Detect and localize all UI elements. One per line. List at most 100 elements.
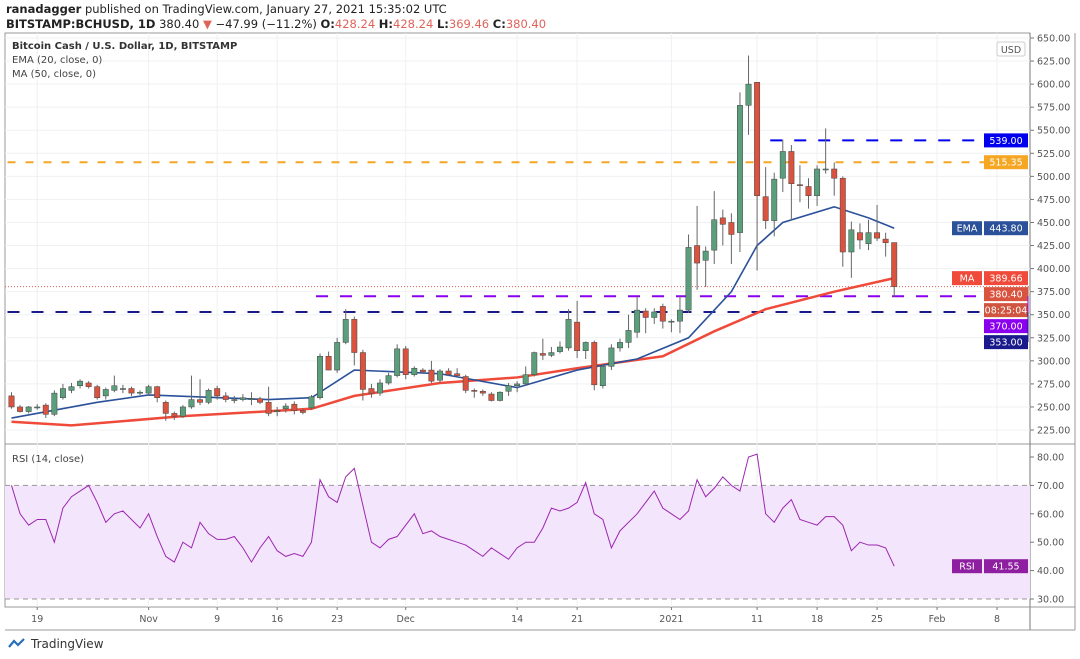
last-price-tag: 380.40 <box>989 290 1022 301</box>
brand-name: TradingView <box>31 637 104 651</box>
candle-body <box>214 388 221 397</box>
candle-body <box>402 348 409 375</box>
candle <box>497 391 503 402</box>
candle-body <box>617 342 623 349</box>
candle <box>548 347 555 358</box>
candle-body <box>522 374 529 385</box>
ma-50-line <box>11 276 895 427</box>
ma-value-tag-bg <box>984 271 1028 286</box>
ma-value-tag: 389.66 <box>989 274 1022 285</box>
candle-body <box>77 380 84 386</box>
candle <box>385 372 392 385</box>
candle <box>162 400 169 421</box>
candle <box>677 296 683 334</box>
candle-body <box>239 397 246 400</box>
candle-body <box>419 369 426 373</box>
candle <box>651 308 658 324</box>
low-value: 369.46 <box>448 17 490 31</box>
candle-body <box>351 319 358 353</box>
candle <box>188 375 195 409</box>
candle-body <box>394 348 401 376</box>
y-tick-label: 650.00 <box>1037 34 1070 45</box>
author-name[interactable]: ranadagger <box>6 2 82 16</box>
footer: TradingView <box>8 637 104 651</box>
candle <box>719 209 726 246</box>
legend-ema[interactable]: EMA (20, close, 0) <box>12 55 103 66</box>
candle-body <box>8 395 15 408</box>
low-label: L: <box>436 17 449 31</box>
x-tick-label: Nov <box>139 614 158 625</box>
y-tick-label: 250.00 <box>1037 402 1070 413</box>
candle-body <box>814 168 821 196</box>
candle-body <box>557 346 563 352</box>
y-tick-label: 625.00 <box>1037 57 1070 68</box>
candle-body <box>505 385 512 392</box>
candle <box>522 366 529 386</box>
ema-value-tag-bg <box>984 221 1028 236</box>
x-tick-label: Dec <box>397 614 415 625</box>
candle <box>94 384 101 400</box>
candle-body <box>334 342 341 371</box>
candle <box>814 165 821 206</box>
x-tick-label: 11 <box>751 614 763 625</box>
candle <box>711 191 718 264</box>
candle <box>574 300 581 359</box>
publish-info: ranadagger published on TradingView.com,… <box>6 2 447 16</box>
candle-body <box>702 250 709 261</box>
candle-body <box>462 376 469 391</box>
tradingview-logo-icon <box>8 638 25 648</box>
x-tick-label: 16 <box>271 614 283 625</box>
published-text: published on TradingView.com, January 27… <box>84 2 447 16</box>
candle <box>557 341 563 354</box>
candle <box>111 375 118 393</box>
candle-body <box>265 402 272 414</box>
candle-body <box>154 386 161 398</box>
candle-body <box>17 406 24 412</box>
candle <box>617 338 623 352</box>
rsi-value-tag-bg <box>984 559 1028 574</box>
candle <box>591 340 598 391</box>
candle <box>728 213 735 264</box>
candle-body <box>445 370 452 375</box>
y-tick-label: 600.00 <box>1037 80 1070 91</box>
price-change: −47.99 (−11.2%) <box>215 17 317 31</box>
candle <box>299 408 306 415</box>
candle <box>565 309 572 351</box>
candle-body <box>822 168 829 171</box>
candle-body <box>599 366 606 386</box>
candle <box>248 392 255 406</box>
candle-body <box>548 352 555 356</box>
level-tag-bg <box>984 319 1028 334</box>
candle-body <box>651 311 658 318</box>
rsi-y-tick-label: 80.00 <box>1037 453 1064 464</box>
rsi-y-tick-label: 70.00 <box>1037 481 1064 492</box>
candle-body <box>68 386 75 391</box>
candle-body <box>317 355 323 398</box>
candle-body <box>514 383 521 386</box>
candle <box>214 385 221 400</box>
legend-ma[interactable]: MA (50, close, 0) <box>12 69 97 80</box>
candle-body <box>591 342 598 386</box>
candle-body <box>694 245 701 264</box>
candle <box>231 395 238 404</box>
legend-rsi[interactable]: RSI (14, close) <box>12 454 85 465</box>
candle <box>437 369 443 383</box>
symbol-info: BITSTAMP:BCHUSD, 1D 380.40 ▼ −47.99 (−11… <box>6 17 546 31</box>
candle <box>411 366 418 377</box>
candle <box>171 411 178 420</box>
candle <box>745 55 752 135</box>
y-tick-label: 450.00 <box>1037 218 1070 229</box>
x-tick-label: 25 <box>871 614 883 625</box>
candle-body <box>359 352 366 390</box>
level-tag: 515.35 <box>989 158 1022 169</box>
rsi-y-tick-label: 60.00 <box>1037 509 1064 520</box>
candle <box>771 172 778 237</box>
last-price: 380.40 <box>159 17 200 31</box>
candle-body <box>205 390 212 403</box>
candle-body <box>94 386 101 398</box>
rsi-name-tag-bg <box>952 559 982 574</box>
candle <box>317 353 323 400</box>
candle <box>119 384 126 394</box>
candle-body <box>282 405 289 410</box>
